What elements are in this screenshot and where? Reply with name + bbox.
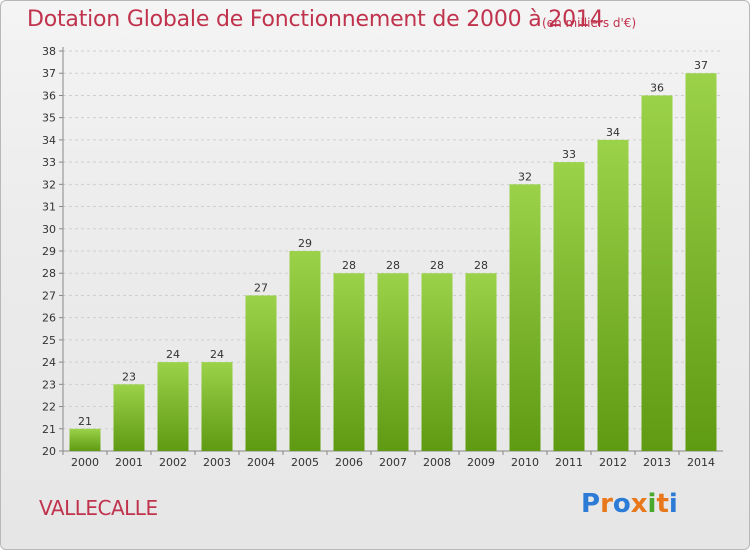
x-tick-label-2012: 2012 (599, 456, 627, 469)
logo-letter: P (581, 489, 601, 519)
x-tick-label-2010: 2010 (511, 456, 539, 469)
bar-2003 (201, 362, 233, 451)
bar-2012 (597, 139, 629, 451)
logo-letter: o (612, 489, 631, 519)
x-tick-label-2004: 2004 (247, 456, 275, 469)
y-tick-label: 31 (42, 201, 56, 214)
data-label-2010: 32 (518, 170, 532, 183)
x-tick-label-2007: 2007 (379, 456, 407, 469)
x-tick-label-2011: 2011 (555, 456, 583, 469)
logo-letter: x (630, 489, 648, 519)
bar-2005 (289, 251, 321, 451)
data-label-2002: 24 (166, 348, 180, 361)
data-label-2006: 28 (342, 259, 356, 272)
x-tick-label-2013: 2013 (643, 456, 671, 469)
chart-unit-subtitle: (en milliers d'€) (542, 16, 637, 30)
y-tick-label: 35 (42, 112, 56, 125)
bar-2007 (377, 273, 409, 451)
bar-2001 (113, 384, 145, 451)
bar-2000 (69, 428, 101, 451)
y-tick-label: 28 (42, 267, 56, 280)
logo-letter: t (656, 489, 669, 519)
bar-2011 (553, 162, 585, 451)
bar-2013 (641, 95, 673, 451)
y-tick-label: 32 (42, 178, 56, 191)
bar-2006 (333, 273, 365, 451)
proxiti-logo: Proxiti (581, 489, 678, 519)
x-tick-label-2008: 2008 (423, 456, 451, 469)
data-label-2008: 28 (430, 259, 444, 272)
axes: 20 21 22 23 24 25 26 27 28 29 30 31 32 33 34 35 36 37 38 20… (42, 45, 723, 469)
y-tick-label: 21 (42, 423, 56, 436)
x-tick-label-2005: 2005 (291, 456, 319, 469)
y-tick-label: 26 (42, 312, 56, 325)
y-tick-label: 25 (42, 334, 56, 347)
commune-name: VALLECALLE (39, 496, 158, 520)
data-label-2003: 24 (210, 348, 224, 361)
bar-2010 (509, 184, 541, 452)
y-tick-label: 20 (42, 445, 56, 458)
data-label-2011: 33 (562, 148, 576, 161)
data-label-2001: 23 (122, 370, 136, 383)
data-label-2005: 29 (298, 237, 312, 250)
x-tick-label-2014: 2014 (687, 456, 715, 469)
bar-2004 (245, 295, 277, 451)
x-tick-label-2002: 2002 (159, 456, 187, 469)
data-label-2004: 27 (254, 281, 268, 294)
bar-2014 (685, 73, 717, 451)
bar-2008 (421, 273, 453, 451)
y-tick-label: 27 (42, 289, 56, 302)
x-tick-label-2006: 2006 (335, 456, 363, 469)
bar-2009 (465, 273, 497, 451)
data-label-2013: 36 (650, 81, 664, 94)
data-label-2000: 21 (78, 415, 92, 428)
y-tick-label: 38 (42, 45, 56, 58)
data-label-2012: 34 (606, 126, 620, 139)
x-tick-label-2000: 2000 (71, 456, 99, 469)
data-label-2009: 28 (474, 259, 488, 272)
y-tick-label: 22 (42, 401, 56, 414)
data-label-2014: 37 (694, 59, 708, 72)
labels: 21 23 24 24 27 29 28 28 28 28 32 33 34 36 37 (78, 59, 708, 428)
logo-letter: i (647, 489, 657, 519)
y-tick-label: 30 (42, 223, 56, 236)
chart-title: Dotation Globale de Fonctionnement de 20… (27, 7, 604, 32)
bar-2002 (157, 362, 189, 451)
bars (69, 73, 717, 452)
y-tick-label: 37 (42, 67, 56, 80)
y-tick-label: 34 (42, 134, 56, 147)
y-tick-label: 24 (42, 356, 56, 369)
x-tick-label-2003: 2003 (203, 456, 231, 469)
y-tick-label: 36 (42, 89, 56, 102)
data-label-2007: 28 (386, 259, 400, 272)
x-tick-label-2001: 2001 (115, 456, 143, 469)
y-tick-label: 23 (42, 378, 56, 391)
y-tick-label: 29 (42, 245, 56, 258)
y-tick-label: 33 (42, 156, 56, 169)
x-tick-label-2009: 2009 (467, 456, 495, 469)
logo-letter: r (600, 489, 613, 519)
logo-letter: i (668, 489, 678, 519)
